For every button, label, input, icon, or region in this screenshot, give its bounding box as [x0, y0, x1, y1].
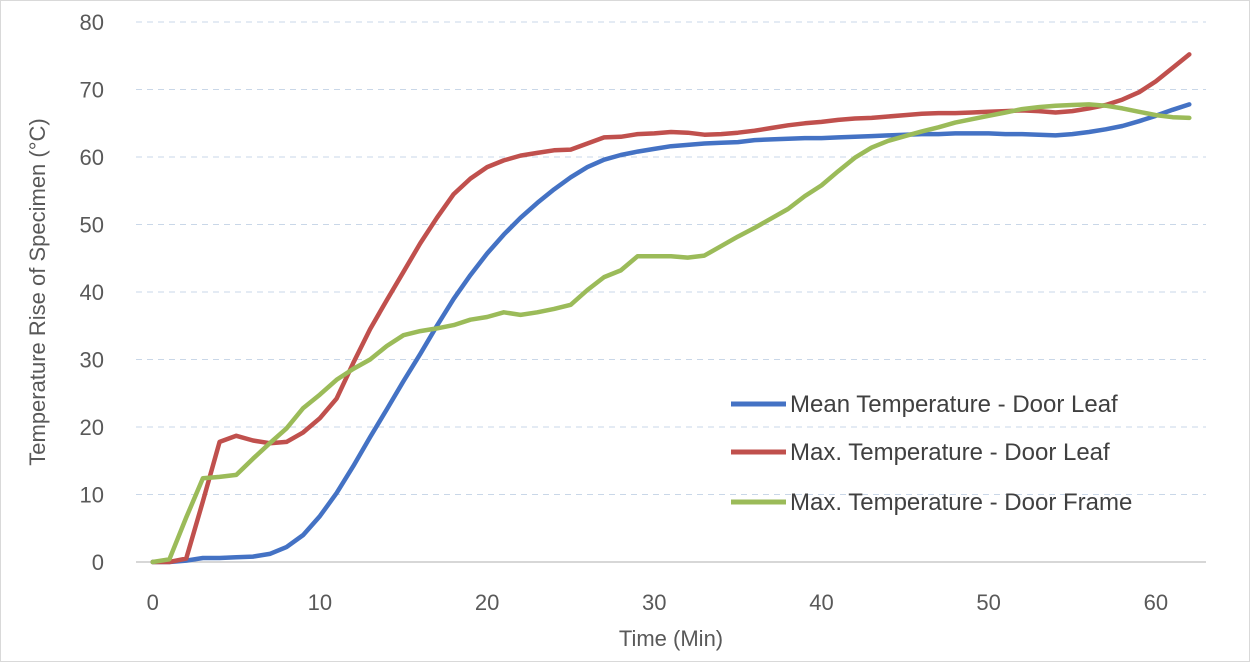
legend-label: Mean Temperature - Door Leaf — [790, 391, 1118, 418]
y-tick-labels: 0 10 20 30 40 50 60 70 80 — [80, 10, 104, 575]
y-tick-label: 40 — [80, 280, 104, 305]
y-tick-label: 60 — [80, 145, 104, 170]
y-tick-label: 50 — [80, 213, 104, 238]
y-tick-label: 0 — [92, 550, 104, 575]
series-line-2 — [150, 52, 1192, 565]
x-tick-label: 20 — [475, 590, 499, 615]
legend-label: Max. Temperature - Door Leaf — [790, 439, 1110, 466]
x-tick-label: 40 — [809, 590, 833, 615]
series-lines — [150, 52, 1192, 565]
series-line-1 — [150, 102, 1192, 565]
x-tick-labels: 0 10 20 30 40 50 60 — [147, 590, 1168, 615]
y-tick-label: 30 — [80, 348, 104, 373]
legend: Mean Temperature - Door Leaf Max. Tempera… — [731, 391, 1132, 516]
x-tick-label: 0 — [147, 590, 159, 615]
x-tick-label: 10 — [308, 590, 332, 615]
y-tick-label: 20 — [80, 415, 104, 440]
y-axis-title: Temperature Rise of Specimen (°C) — [25, 118, 50, 465]
y-tick-label: 80 — [80, 10, 104, 35]
x-tick-label: 30 — [642, 590, 666, 615]
y-tick-label: 10 — [80, 483, 104, 508]
legend-label: Max. Temperature - Door Frame — [790, 489, 1132, 516]
series-line-3 — [150, 102, 1192, 565]
gridlines — [136, 21, 1206, 495]
x-axis-title: Time (Min) — [619, 626, 723, 651]
x-tick-label: 50 — [976, 590, 1000, 615]
y-tick-label: 70 — [80, 78, 104, 103]
x-tick-label: 60 — [1144, 590, 1168, 615]
